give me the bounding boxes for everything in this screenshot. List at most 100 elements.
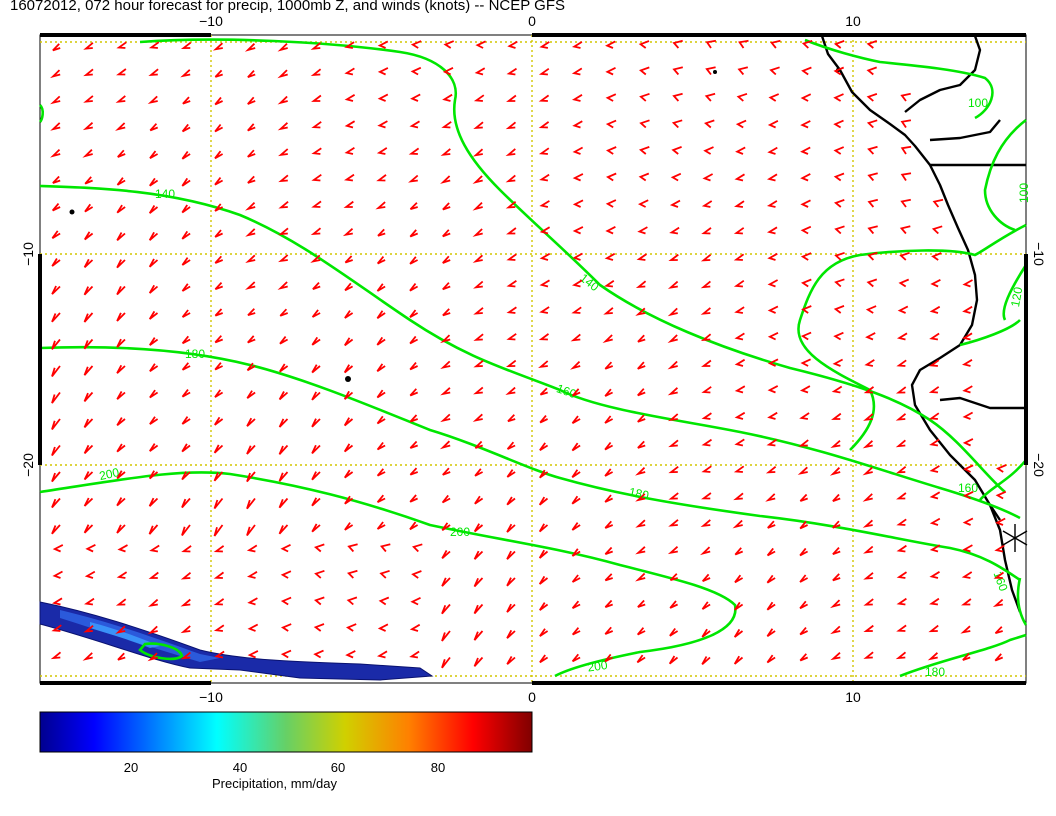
wind-barb bbox=[897, 305, 909, 314]
wind-barb bbox=[213, 545, 225, 553]
wind-barb bbox=[343, 443, 354, 453]
wind-barb bbox=[767, 385, 779, 394]
wind-barb bbox=[637, 440, 646, 449]
wind-barb bbox=[181, 123, 191, 133]
wind-barb bbox=[310, 227, 322, 235]
wind-barb bbox=[700, 307, 711, 315]
wind-barb bbox=[83, 418, 94, 429]
wind-barb bbox=[245, 281, 256, 290]
wind-barb bbox=[862, 440, 874, 449]
wind-barb bbox=[212, 42, 224, 51]
colorbar-tick-label: 80 bbox=[431, 760, 445, 775]
wind-barb bbox=[180, 598, 191, 607]
wind-barb bbox=[604, 252, 616, 261]
wind-barb bbox=[214, 416, 224, 426]
wind-barb bbox=[246, 571, 258, 579]
wind-barb bbox=[605, 225, 616, 235]
wind-barb bbox=[409, 388, 419, 397]
wind-barb bbox=[797, 466, 808, 475]
wind-barb bbox=[247, 96, 256, 105]
wind-barb bbox=[116, 259, 126, 269]
wind-barb bbox=[733, 279, 745, 288]
lon-tick-label: −10 bbox=[199, 689, 223, 705]
wind-barb bbox=[441, 630, 451, 642]
wind-barb bbox=[668, 413, 679, 422]
wind-barb bbox=[278, 418, 289, 428]
wind-barb bbox=[705, 39, 717, 49]
wind-barb bbox=[506, 469, 516, 478]
wind-barb bbox=[148, 231, 159, 241]
wind-barb bbox=[246, 444, 256, 455]
wind-barb bbox=[311, 471, 321, 481]
wind-barb bbox=[604, 653, 614, 663]
wind-barb bbox=[734, 358, 746, 367]
wind-barb bbox=[280, 596, 292, 606]
wind-barb bbox=[376, 441, 386, 451]
wind-barb bbox=[833, 40, 845, 49]
wind-barb bbox=[280, 543, 291, 553]
wind-barb bbox=[472, 413, 483, 422]
wind-barb bbox=[379, 543, 391, 553]
wind-barb bbox=[441, 522, 451, 532]
wind-barb bbox=[148, 524, 159, 535]
wind-barb bbox=[412, 543, 423, 553]
wind-barb bbox=[538, 575, 549, 585]
wind-barb bbox=[343, 200, 354, 208]
wind-barb bbox=[246, 524, 256, 537]
wind-barb bbox=[638, 66, 650, 76]
wind-barb bbox=[896, 518, 907, 526]
wind-barb bbox=[668, 465, 679, 474]
wind-barb bbox=[604, 441, 614, 451]
wind-barb bbox=[474, 468, 484, 477]
wind-barb bbox=[311, 147, 322, 155]
wind-barb bbox=[635, 466, 646, 476]
wind-barb bbox=[604, 494, 613, 503]
wind-barb bbox=[376, 389, 386, 399]
wind-barb bbox=[376, 363, 386, 373]
wind-barb bbox=[866, 119, 878, 129]
wind-barb bbox=[375, 201, 386, 210]
wind-barb bbox=[900, 92, 911, 102]
wind-barb bbox=[347, 569, 358, 579]
wind-barb bbox=[117, 652, 126, 661]
wind-barb bbox=[116, 285, 126, 296]
wind-barb bbox=[474, 440, 483, 449]
wind-barb bbox=[440, 360, 451, 370]
wind-barb bbox=[866, 278, 878, 288]
wind-barb bbox=[799, 627, 808, 636]
wind-barb bbox=[116, 390, 126, 400]
wind-barb bbox=[376, 283, 386, 292]
wind-barb bbox=[638, 40, 650, 49]
wind-barb bbox=[962, 305, 973, 314]
wind-barb bbox=[313, 596, 325, 606]
wind-barb bbox=[214, 177, 224, 186]
wind-barb bbox=[962, 464, 974, 473]
wind-barb bbox=[181, 309, 191, 318]
lat-tick-label: −20 bbox=[20, 453, 36, 477]
wind-barb bbox=[832, 358, 844, 367]
wind-barb bbox=[671, 119, 683, 129]
wind-barb bbox=[148, 470, 159, 480]
wind-barb bbox=[832, 546, 841, 556]
wind-barb bbox=[442, 202, 451, 211]
wind-barb bbox=[50, 122, 61, 131]
wind-barb bbox=[672, 92, 683, 102]
wind-barb bbox=[442, 255, 451, 264]
wind-barb bbox=[765, 465, 777, 474]
wind-barb bbox=[994, 653, 1004, 662]
wind-barb bbox=[992, 598, 1004, 607]
wind-barb bbox=[377, 93, 389, 102]
wind-barb bbox=[51, 597, 63, 606]
wind-barb bbox=[701, 412, 712, 420]
wind-barb bbox=[278, 497, 289, 509]
wind-barb bbox=[734, 601, 744, 611]
wind-barb bbox=[278, 524, 289, 535]
wind-barb bbox=[572, 199, 584, 208]
wind-barb bbox=[411, 570, 422, 579]
wind-barb bbox=[82, 149, 93, 158]
wind-barb bbox=[83, 42, 94, 50]
wind-barb bbox=[277, 69, 288, 79]
wind-barb bbox=[378, 596, 390, 606]
wind-barb bbox=[84, 597, 95, 606]
wind-barb bbox=[800, 173, 811, 182]
